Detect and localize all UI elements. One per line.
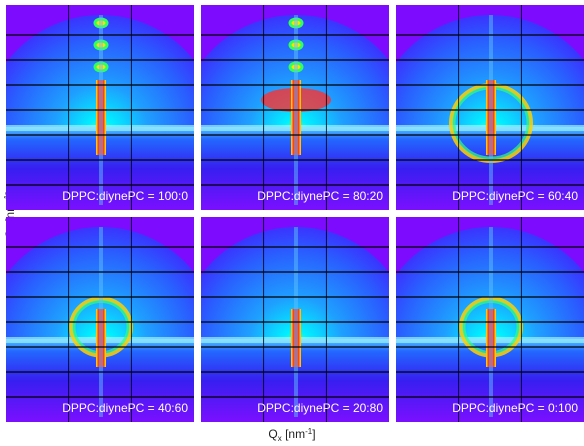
panel-image <box>178 217 414 422</box>
panel: DPPC:diynePC = 60:40 <box>373 5 584 210</box>
panel-label: DPPC:diynePC = 80:20 <box>257 189 383 203</box>
panel-image <box>373 5 584 210</box>
panel: DPPC:diynePC = 0:100 <box>373 217 584 422</box>
panel: DPPC:diynePC = 20:80 <box>178 217 414 422</box>
x-axis-label-unit: [nm <box>282 427 305 441</box>
panel: DPPC:diynePC = 100:0 <box>0 5 219 210</box>
panel: DPPC:diynePC = 40:60 <box>0 217 219 422</box>
panel-image <box>178 5 414 210</box>
panel-label: DPPC:diynePC = 40:60 <box>62 401 188 415</box>
panel-image <box>373 217 584 422</box>
panel-image <box>0 5 219 210</box>
figure: Qz [nm-1] Qx [nm-1] DPPC:diynePC = 100:0… <box>0 0 584 446</box>
panel-label: DPPC:diynePC = 0:100 <box>452 401 578 415</box>
panel: DPPC:diynePC = 80:20 <box>178 5 414 210</box>
panel-label: DPPC:diynePC = 60:40 <box>452 189 578 203</box>
panel-label: DPPC:diynePC = 100:0 <box>62 189 188 203</box>
panel-label: DPPC:diynePC = 20:80 <box>257 401 383 415</box>
x-axis-label-text: Q <box>268 427 277 441</box>
x-axis-label: Qx [nm-1] <box>268 427 315 443</box>
x-axis-label-close: ] <box>312 427 315 441</box>
panel-image <box>0 217 219 422</box>
page: Qz [nm-1] Qx [nm-1] DPPC:diynePC = 100:0… <box>0 0 584 446</box>
